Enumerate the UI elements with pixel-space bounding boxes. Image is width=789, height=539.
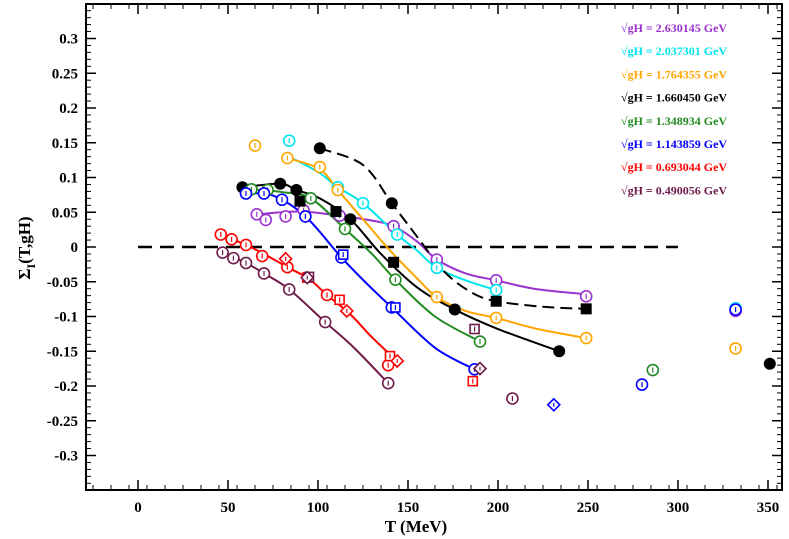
y-tick-label: -0.15: [47, 344, 78, 360]
fit-curve-6: [245, 192, 476, 371]
data-point: [313, 142, 326, 155]
legend-entry: √gH = 0.693044 GeV: [621, 160, 727, 174]
legend-entry: √gH = 1.660450 GeV: [621, 91, 727, 105]
data-point: [290, 184, 303, 197]
svg-text:ΣI(T,gH): ΣI(T,gH): [15, 216, 38, 279]
data-point: [490, 295, 502, 307]
y-tick-label: 0.2: [59, 101, 78, 117]
y-tick-label: -0.25: [47, 414, 78, 430]
legend-entry: √gH = 2.037301 GeV: [621, 44, 727, 58]
y-axis-title-rest: (T,gH): [15, 216, 34, 263]
x-tick-label: 200: [487, 500, 510, 516]
y-tick-label: 0.1: [59, 171, 78, 187]
y-tick-label: 0: [71, 240, 79, 256]
y-tick-label: 0.3: [59, 32, 78, 48]
x-axis-title: T (MeV): [385, 517, 447, 536]
fit-curves: [220, 147, 587, 384]
legend-entry: √gH = 1.348934 GeV: [621, 114, 727, 128]
y-tick-label: -0.1: [54, 310, 78, 326]
fit-curve-2: [287, 157, 587, 340]
fit-curve-5: [251, 188, 481, 343]
x-tick-label: 150: [397, 500, 420, 516]
x-tick-label: 300: [667, 500, 690, 516]
legend-entry: √gH = 2.630145 GeV: [621, 21, 727, 35]
legend: √gH = 2.630145 GeV √gH = 2.037301 GeV √gH …: [621, 21, 727, 197]
data-point: [553, 345, 566, 358]
data-point: [330, 206, 342, 218]
data-point: [344, 213, 357, 226]
y-axis-title: ΣI(T,gH): [15, 216, 38, 279]
data-point: [385, 197, 398, 210]
fit-curve-3: [242, 182, 560, 353]
y-tick-label: 0.15: [52, 136, 78, 152]
data-point: [580, 303, 592, 315]
data-markers: [214, 134, 776, 412]
data-point: [274, 177, 287, 190]
y-tick-label: 0.05: [52, 205, 78, 221]
x-tick-label: 100: [307, 500, 330, 516]
data-point: [294, 195, 306, 207]
legend-entry: √gH = 1.143859 GeV: [621, 137, 727, 151]
legend-entry: √gH = 1.764355 GeV: [621, 67, 727, 81]
y-tick-label: -0.05: [47, 275, 78, 291]
x-tick-label: 250: [577, 500, 600, 516]
legend-entry: √gH = 0.490056 GeV: [621, 183, 727, 197]
data-point: [388, 256, 400, 268]
x-tick-label: 50: [221, 500, 236, 516]
data-point: [448, 303, 461, 316]
y-axis-title-main: Σ: [15, 268, 34, 279]
y-tick-label: 0.25: [52, 66, 78, 82]
axis-ticks: 0 50 100 150 200 250 300 350 0.3 0.25 0.2 0.15 0.1 0.…: [47, 4, 782, 516]
y-tick-label: -0.3: [54, 449, 78, 465]
x-tick-label: 350: [757, 500, 780, 516]
y-tick-label: -0.2: [54, 379, 78, 395]
x-tick-label: 0: [134, 500, 142, 516]
y-axis-title-sub: I: [24, 263, 38, 268]
fit-curve-4: [319, 147, 587, 310]
data-point: [763, 357, 776, 370]
